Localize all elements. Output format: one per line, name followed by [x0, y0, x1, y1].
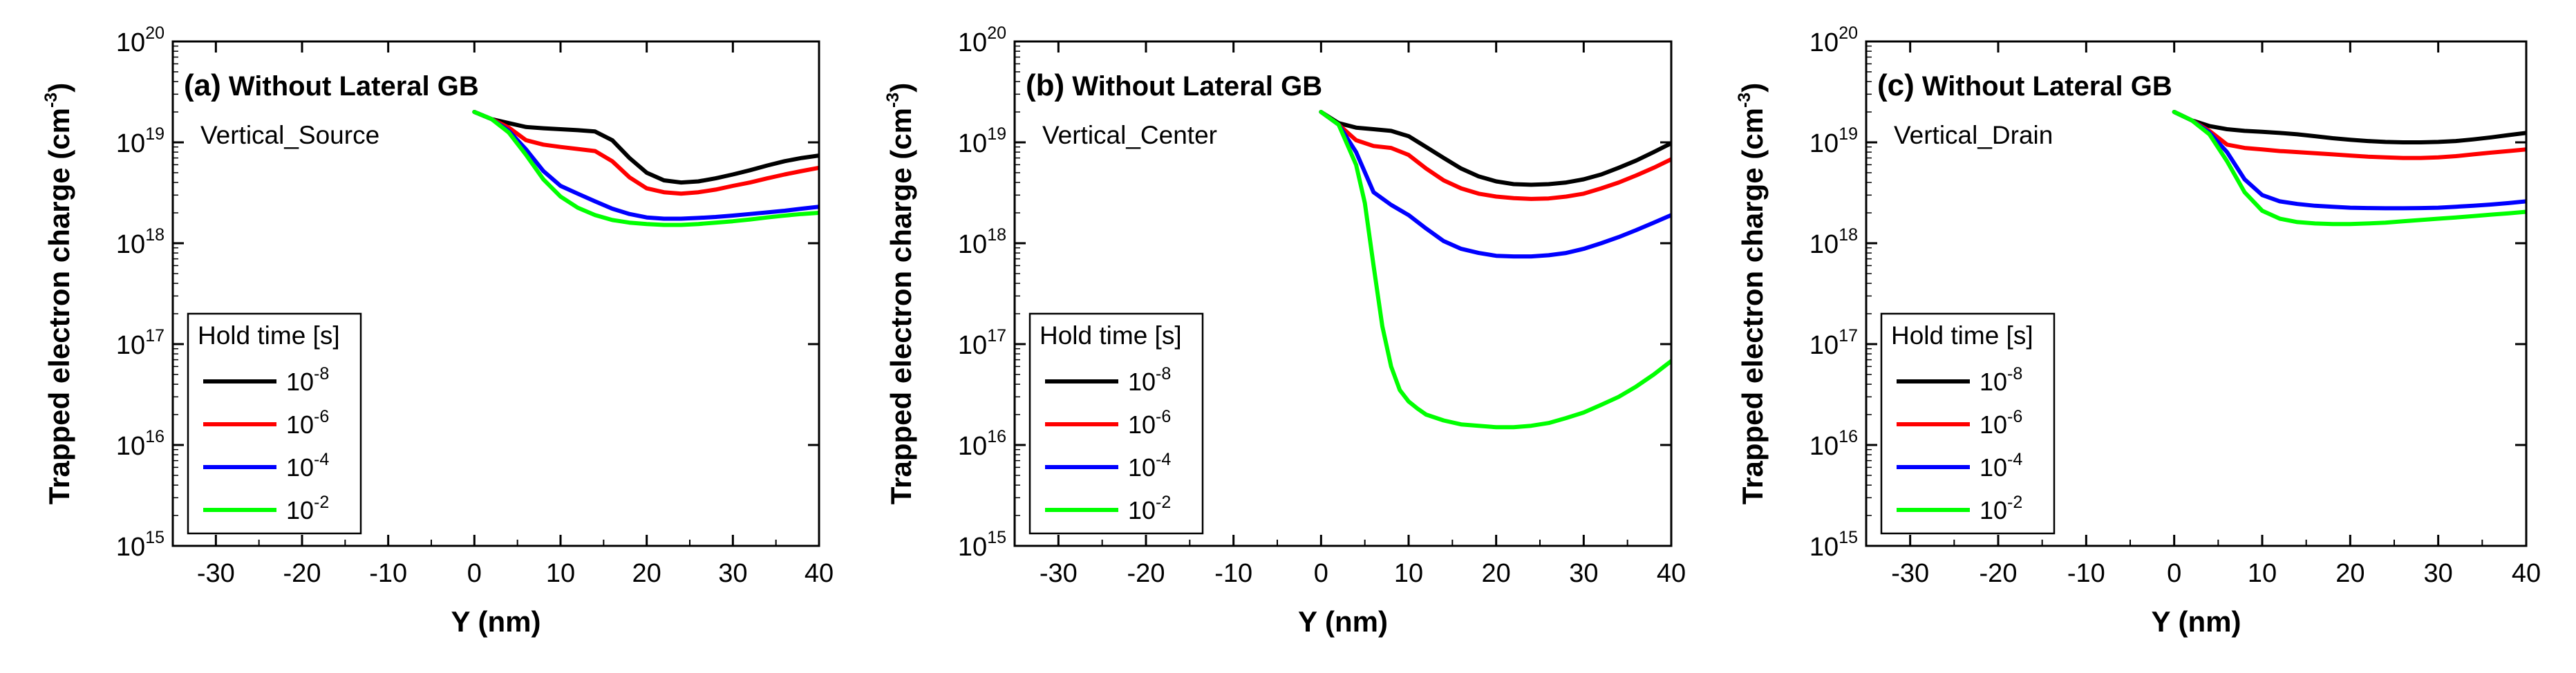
- x-tick-label: 10: [546, 559, 575, 588]
- series-line-4: [2172, 110, 2526, 227]
- y-tick-label: 1019: [958, 124, 1006, 158]
- y-tick-label: 1020: [1809, 23, 1858, 57]
- legend-entry-2: 10-6: [1128, 407, 1171, 439]
- y-tick-label: 1018: [1809, 225, 1858, 259]
- x-tick-label: 40: [2512, 559, 2541, 588]
- y-tick-label: 1020: [958, 23, 1006, 57]
- y-tick-label: 1016: [958, 427, 1006, 461]
- y-tick-label: 1019: [1809, 124, 1858, 158]
- plot-frame: [1865, 40, 2528, 547]
- series-line-2: [2172, 110, 2526, 160]
- x-tick-label: -20: [1127, 559, 1165, 588]
- series-line-3: [2172, 110, 2526, 211]
- y-tick-label: 1017: [116, 326, 164, 360]
- panel-subtitle: Vertical_Drain: [1894, 121, 2053, 149]
- legend-entry-3: 10-4: [1128, 450, 1171, 482]
- x-tick-label: 40: [805, 559, 834, 588]
- panel-title: (a) Without Lateral GB: [184, 68, 479, 102]
- series-line-2: [472, 110, 819, 196]
- y-tick-label: 1016: [116, 427, 164, 461]
- x-tick-label: 0: [1314, 559, 1328, 588]
- x-axis-label: Y (nm): [451, 605, 541, 638]
- series-line-3: [1319, 110, 1671, 259]
- x-tick-label: 20: [632, 559, 661, 588]
- y-tick-label: 1015: [958, 528, 1006, 562]
- series-line-4: [472, 110, 819, 227]
- x-tick-label: -10: [369, 559, 407, 588]
- panel-subtitle: Vertical_Center: [1042, 121, 1217, 149]
- y-tick-label: 1020: [116, 23, 164, 57]
- legend-entry-1: 10-8: [1980, 364, 2022, 396]
- legend-entry-1: 10-8: [1128, 364, 1171, 396]
- panel-title: (b) Without Lateral GB: [1026, 68, 1322, 102]
- x-tick-label: -30: [197, 559, 235, 588]
- y-tick-label: 1015: [116, 528, 164, 562]
- legend-entry-3: 10-4: [1980, 450, 2022, 482]
- x-tick-label: 0: [2167, 559, 2181, 588]
- x-tick-label: -20: [1980, 559, 2018, 588]
- y-tick-label: 1018: [958, 225, 1006, 259]
- x-tick-label: 20: [1482, 559, 1511, 588]
- chart-panel-3: -30 -20 -10 0 10 20 30 401015101610171018101910…: [1735, 23, 2541, 638]
- y-tick-label: 1016: [1809, 427, 1858, 461]
- x-tick-label: 0: [467, 559, 482, 588]
- legend-entry-2: 10-6: [286, 407, 329, 439]
- legend-entry-2: 10-6: [1980, 407, 2022, 439]
- legend-title: Hold time [s]: [198, 321, 340, 350]
- y-axis-label: Trapped electron charge (cm-3): [883, 83, 917, 504]
- chart-panel-2: -30 -20 -10 0 10 20 30 401015101610171018101910…: [883, 23, 1686, 638]
- x-axis-label: Y (nm): [2152, 605, 2241, 638]
- x-tick-label: 30: [718, 559, 747, 588]
- legend-entry-1: 10-8: [286, 364, 329, 396]
- y-axis-label: Trapped electron charge (cm-3): [1735, 83, 1769, 504]
- y-tick-label: 1018: [116, 225, 164, 259]
- panel-title: (c) Without Lateral GB: [1877, 68, 2172, 102]
- series-line-3: [472, 110, 819, 221]
- series-line-1: [2172, 110, 2526, 144]
- x-axis-label: Y (nm): [1298, 605, 1388, 638]
- x-tick-label: 40: [1657, 559, 1686, 588]
- x-tick-label: -10: [2067, 559, 2105, 588]
- y-tick-label: 1017: [958, 326, 1006, 360]
- x-tick-label: -30: [1040, 559, 1078, 588]
- x-tick-label: -10: [1214, 559, 1252, 588]
- x-tick-label: 10: [1394, 559, 1423, 588]
- series-line-4: [1319, 110, 1671, 430]
- y-axis-label: Trapped electron charge (cm-3): [41, 83, 75, 504]
- series-line-2: [1319, 110, 1671, 201]
- plot-frame: [171, 40, 820, 547]
- legend-title: Hold time [s]: [1040, 321, 1182, 350]
- series-line-1: [472, 110, 819, 185]
- legend-entry-4: 10-2: [1980, 493, 2022, 524]
- x-tick-label: -30: [1891, 559, 1929, 588]
- x-tick-label: 20: [2335, 559, 2365, 588]
- y-tick-label: 1017: [1809, 326, 1858, 360]
- chart-panel-1: -30 -20 -10 0 10 20 30 401015101610171018101910…: [41, 23, 834, 638]
- panel-subtitle: Vertical_Source: [200, 121, 379, 149]
- series-line-1: [1319, 110, 1671, 187]
- x-tick-label: 30: [1569, 559, 1598, 588]
- y-tick-label: 1019: [116, 124, 164, 158]
- plot-frame: [1013, 40, 1673, 547]
- legend-entry-4: 10-2: [286, 493, 329, 524]
- legend-title: Hold time [s]: [1891, 321, 2033, 350]
- x-tick-label: 10: [2248, 559, 2277, 588]
- y-tick-label: 1015: [1809, 528, 1858, 562]
- x-tick-label: -20: [283, 559, 321, 588]
- legend-entry-3: 10-4: [286, 450, 329, 482]
- legend-entry-4: 10-2: [1128, 493, 1171, 524]
- x-tick-label: 30: [2424, 559, 2453, 588]
